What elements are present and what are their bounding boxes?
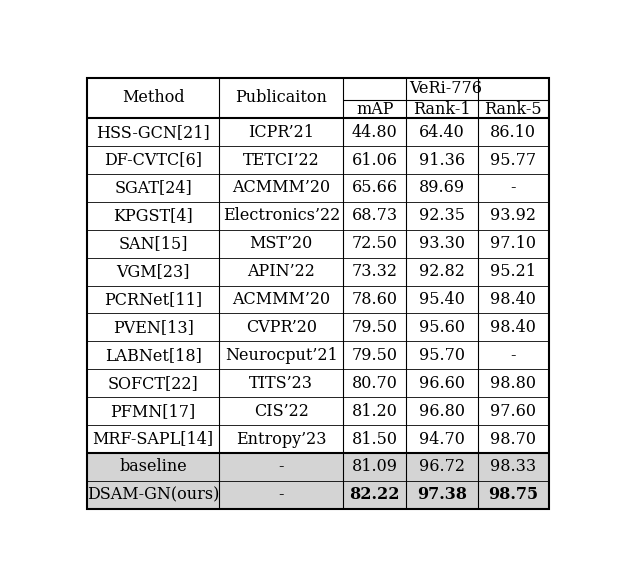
Text: 78.60: 78.60 [352,291,398,308]
Text: PCRNet[11]: PCRNet[11] [104,291,202,308]
Text: CVPR’20: CVPR’20 [246,319,317,336]
Text: 79.50: 79.50 [352,347,398,364]
Text: PFMN[17]: PFMN[17] [110,403,196,420]
Text: mAP: mAP [356,101,394,118]
Text: 98.33: 98.33 [490,459,536,475]
Text: Neurocput’21: Neurocput’21 [225,347,338,364]
Text: 81.20: 81.20 [352,403,398,420]
Text: MST’20: MST’20 [250,235,313,252]
Text: ACMMM’20: ACMMM’20 [232,179,330,197]
Text: 95.40: 95.40 [419,291,465,308]
Text: 95.21: 95.21 [490,263,536,280]
Text: -: - [278,487,284,503]
Text: DSAM-GN(ours): DSAM-GN(ours) [87,487,219,503]
Text: 94.70: 94.70 [419,431,465,448]
Text: 68.73: 68.73 [352,207,398,225]
Text: SOFCT[22]: SOFCT[22] [108,375,198,392]
Text: Rank-1: Rank-1 [414,101,471,118]
Text: ACMMM’20: ACMMM’20 [232,291,330,308]
Text: 80.70: 80.70 [352,375,398,392]
Text: 64.40: 64.40 [419,124,465,141]
Text: 96.60: 96.60 [419,375,465,392]
Text: Rank-5: Rank-5 [485,101,542,118]
Text: 92.35: 92.35 [419,207,465,225]
Text: VGM[23]: VGM[23] [117,263,190,280]
Text: Entropy’23: Entropy’23 [236,431,327,448]
Text: 93.30: 93.30 [419,235,465,252]
Text: TETCI’22: TETCI’22 [243,151,320,169]
Text: baseline: baseline [119,459,187,475]
Text: 98.40: 98.40 [490,291,536,308]
Text: 73.32: 73.32 [352,263,398,280]
Text: PVEN[13]: PVEN[13] [113,319,193,336]
Text: 95.70: 95.70 [419,347,465,364]
Text: 86.10: 86.10 [490,124,536,141]
Text: Method: Method [122,90,184,107]
Text: 65.66: 65.66 [352,179,398,197]
Text: 97.60: 97.60 [490,403,536,420]
Text: 81.50: 81.50 [352,431,398,448]
Text: 82.22: 82.22 [350,487,400,503]
Text: 79.50: 79.50 [352,319,398,336]
Text: SAN[15]: SAN[15] [118,235,188,252]
Text: 96.72: 96.72 [419,459,465,475]
Text: 93.92: 93.92 [490,207,536,225]
Text: TITS’23: TITS’23 [249,375,313,392]
Text: 61.06: 61.06 [352,151,398,169]
Text: APIN’22: APIN’22 [247,263,315,280]
Text: 89.69: 89.69 [419,179,465,197]
Text: 98.75: 98.75 [489,487,538,503]
Text: 98.80: 98.80 [490,375,536,392]
Text: CIS’22: CIS’22 [254,403,309,420]
Text: 96.80: 96.80 [419,403,465,420]
Text: -: - [511,347,516,364]
Text: VeRi-776: VeRi-776 [409,80,482,97]
Text: Electronics’22: Electronics’22 [223,207,340,225]
Text: DF-CVTC[6]: DF-CVTC[6] [104,151,202,169]
Text: MRF-SAPL[14]: MRF-SAPL[14] [92,431,214,448]
Text: 95.77: 95.77 [490,151,536,169]
Text: 97.38: 97.38 [417,487,467,503]
Text: -: - [278,459,284,475]
Text: ICPR’21: ICPR’21 [248,124,314,141]
Text: 92.82: 92.82 [419,263,465,280]
Text: KPGST[4]: KPGST[4] [113,207,193,225]
Text: 44.80: 44.80 [352,124,397,141]
Text: -: - [511,179,516,197]
Text: 81.09: 81.09 [352,459,398,475]
Text: LABNet[18]: LABNet[18] [105,347,202,364]
Text: 72.50: 72.50 [352,235,398,252]
Text: 98.70: 98.70 [490,431,536,448]
Text: SGAT[24]: SGAT[24] [114,179,192,197]
Bar [87,453,549,509]
Text: HSS-GCN[21]: HSS-GCN[21] [96,124,210,141]
Text: 91.36: 91.36 [419,151,465,169]
Text: 97.10: 97.10 [490,235,536,252]
Text: 98.40: 98.40 [490,319,536,336]
Text: Publicaiton: Publicaiton [236,90,327,107]
Text: 95.60: 95.60 [419,319,465,336]
